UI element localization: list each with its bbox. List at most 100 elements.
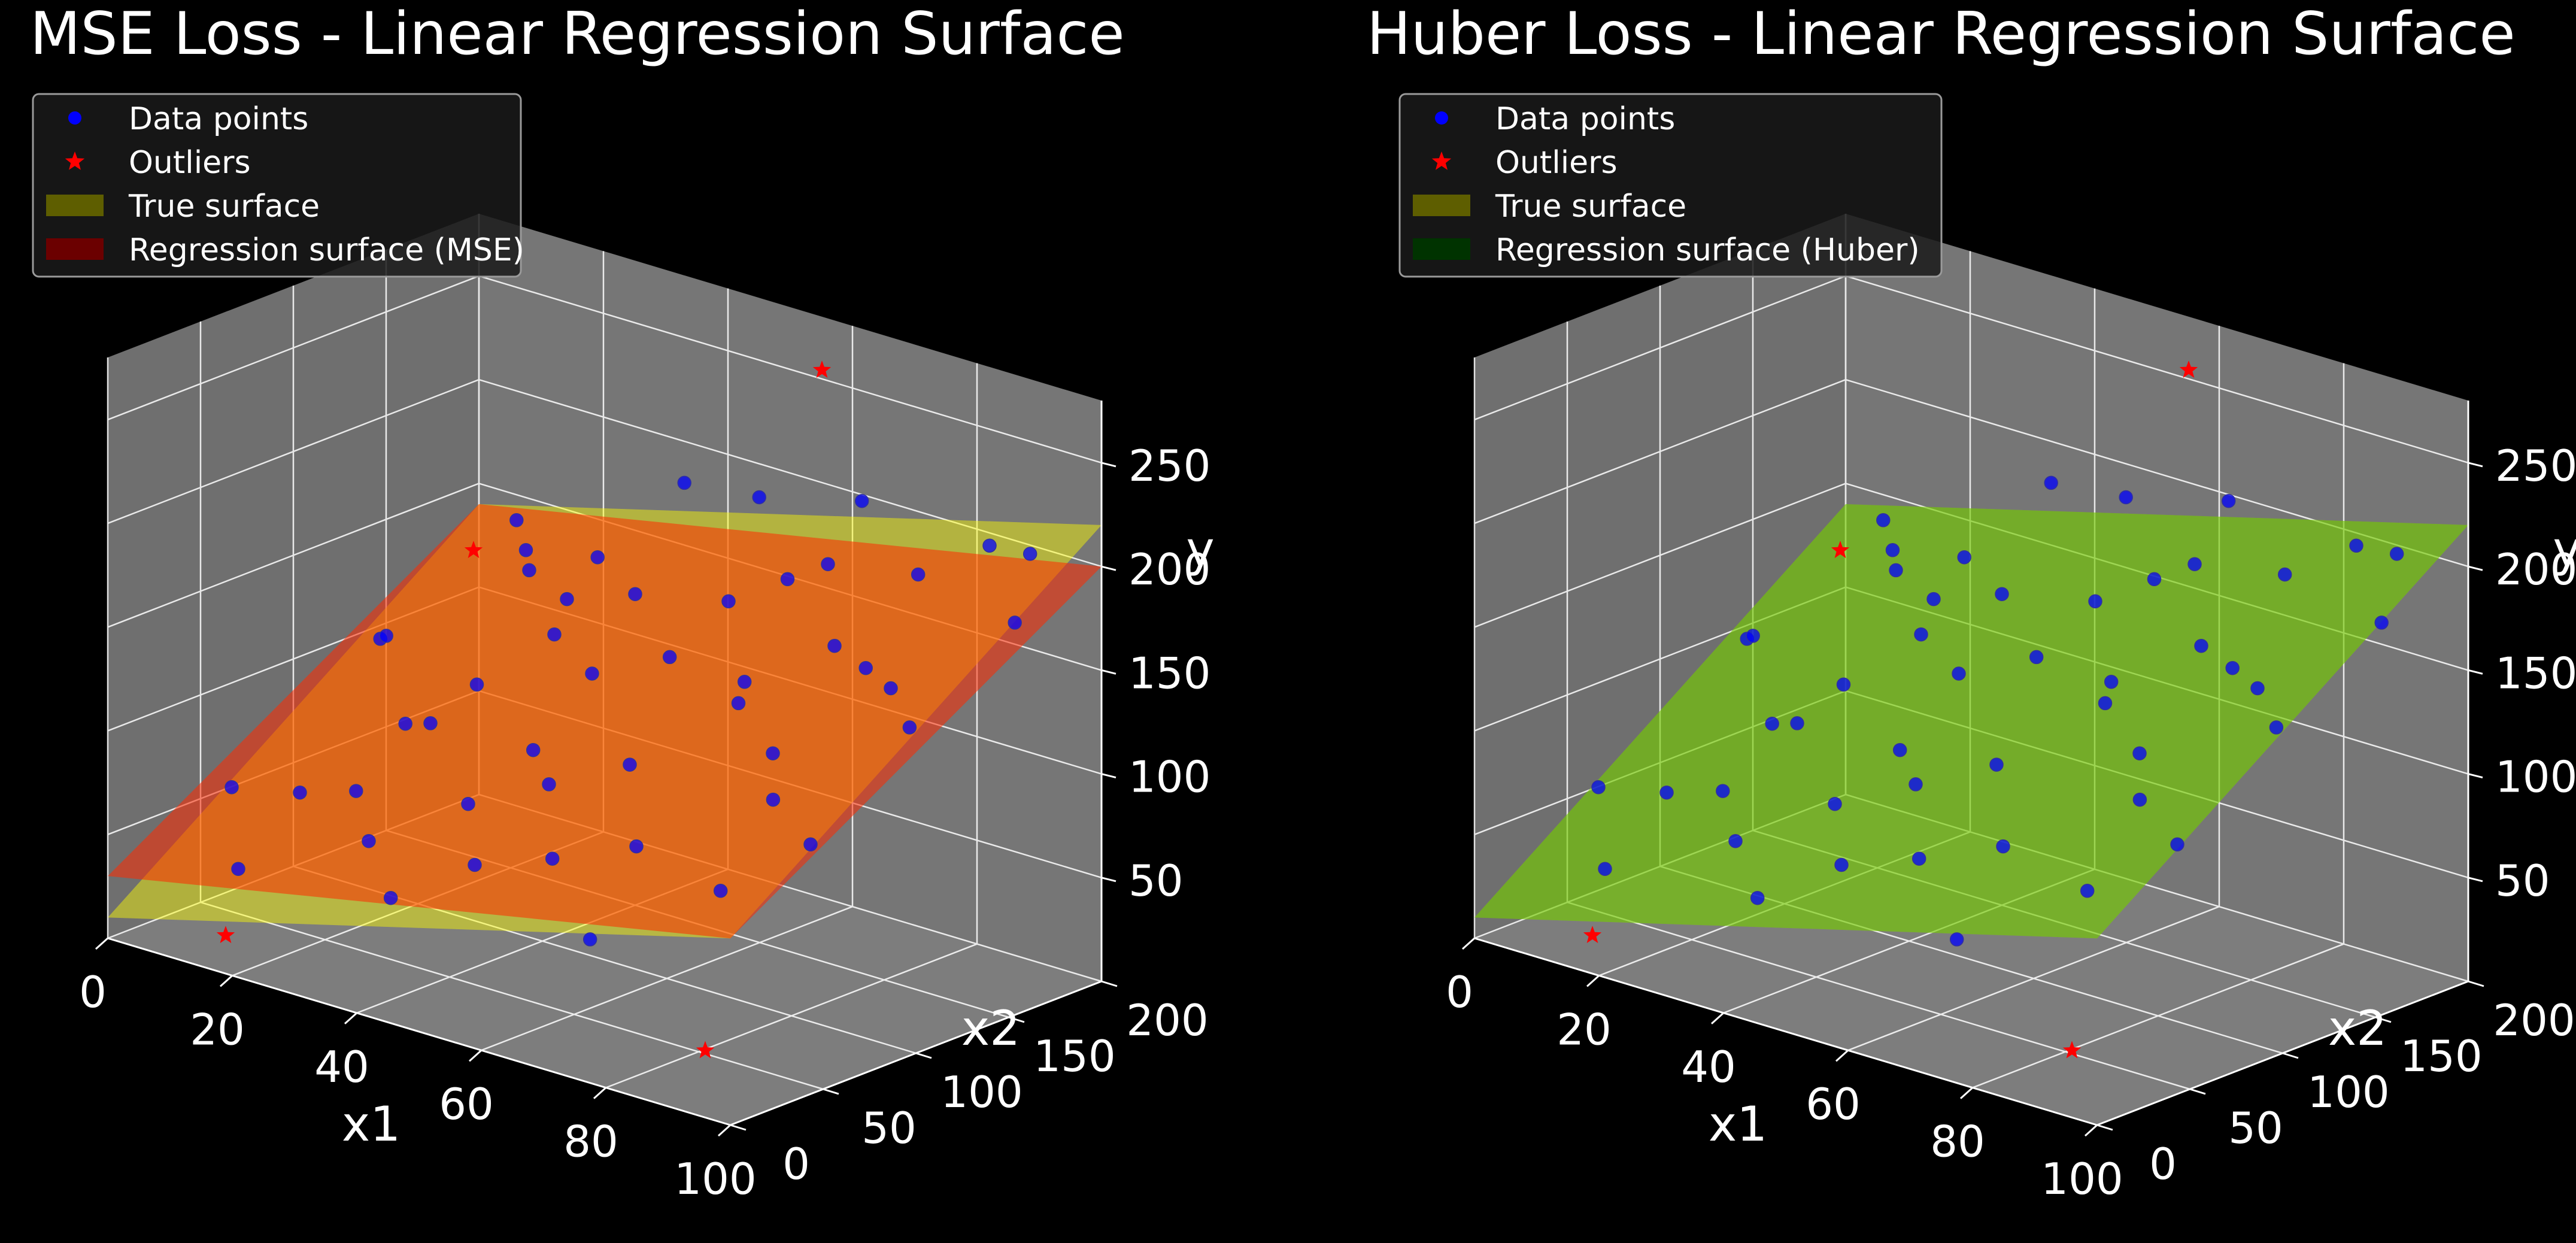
y-tick-label: 50 xyxy=(2495,856,2550,906)
regression-surface xyxy=(108,504,1102,939)
x1-tick xyxy=(95,937,109,950)
x2-tick-label: 200 xyxy=(1126,995,1208,1045)
y-tick xyxy=(1101,773,1116,779)
data-point xyxy=(1728,833,1743,848)
data-point xyxy=(423,716,438,730)
legend-label: True surface xyxy=(128,189,320,225)
x2-tick-label: 100 xyxy=(2307,1067,2389,1117)
data-point xyxy=(1828,796,1842,811)
axis-labels: x1 x2 y xyxy=(342,522,1215,1152)
outlier-point xyxy=(2062,1041,2082,1059)
outlier-point xyxy=(696,1041,715,1059)
data-points xyxy=(1591,475,2404,947)
outlier-point xyxy=(1831,541,1850,559)
data-point xyxy=(2225,660,2240,675)
x1-tick xyxy=(717,1124,732,1137)
x2-gridline xyxy=(1659,286,2283,1054)
y-tick-label: 200 xyxy=(2495,544,2576,595)
outliers xyxy=(216,360,832,1059)
outlier-point xyxy=(1583,926,1602,944)
data-point xyxy=(2104,675,2119,689)
legend-label: Regression surface (Huber) xyxy=(1495,232,1920,268)
data-point xyxy=(542,777,556,792)
legend-patch-marker xyxy=(46,195,104,216)
y-tick-label: 150 xyxy=(2495,648,2576,698)
data-point xyxy=(585,666,599,681)
x2-tick-label: 150 xyxy=(1033,1031,1115,1081)
x2-axis-label: x2 xyxy=(2328,1001,2387,1056)
y-gridline xyxy=(1474,483,2469,671)
data-point xyxy=(560,592,574,607)
y-axis-label: y xyxy=(1186,522,1214,577)
data-point xyxy=(1909,777,1923,792)
x1-tick xyxy=(219,975,233,987)
x2-tick xyxy=(915,1052,932,1059)
data-point xyxy=(1008,616,1022,630)
data-point xyxy=(2187,557,2202,571)
data-point xyxy=(1834,857,1849,872)
legend: Data points Outliers True surface Regressio… xyxy=(1398,93,1943,278)
legend-label: Outliers xyxy=(129,145,251,181)
x2-tick xyxy=(2375,1016,2392,1023)
data-point xyxy=(1885,543,1900,557)
data-point xyxy=(2044,475,2058,490)
y-gridline xyxy=(107,378,1102,568)
axis-labels: x1 x2 y xyxy=(1709,522,2576,1152)
x1-axis-line xyxy=(107,937,731,1126)
data-point xyxy=(2389,547,2404,561)
y-gridline xyxy=(1474,378,2469,568)
y-axis-label: y xyxy=(2553,522,2576,577)
data-point xyxy=(1889,563,1903,578)
data-point xyxy=(2170,837,2184,852)
x2-tick xyxy=(2189,1088,2206,1095)
legend-star-marker xyxy=(1431,151,1452,170)
x1-tick xyxy=(2084,1124,2098,1137)
data-point xyxy=(858,660,873,675)
x1-axis-line xyxy=(1474,937,2098,1126)
outlier-point xyxy=(2179,360,2198,378)
data-point xyxy=(721,594,736,609)
data-point xyxy=(780,572,795,587)
y-tick-label: 250 xyxy=(2495,441,2576,491)
x1-tick-label: 80 xyxy=(1930,1117,1985,1167)
x1-tick xyxy=(593,1087,607,1099)
data-point xyxy=(231,862,245,876)
data-point xyxy=(1659,785,1674,800)
x1-tick-label: 60 xyxy=(439,1079,494,1129)
x1-tick-label: 0 xyxy=(79,967,107,1017)
data-point xyxy=(1750,890,1765,905)
data-point xyxy=(854,493,869,508)
regression-surface xyxy=(1474,504,2468,939)
data-point xyxy=(884,681,898,696)
data-point xyxy=(628,587,642,601)
data-points xyxy=(224,475,1037,947)
x2-tick-label: 200 xyxy=(2493,995,2575,1045)
x1-tick-label: 100 xyxy=(2041,1154,2123,1204)
legend: Data points Outliers True surface Regressio… xyxy=(32,93,524,278)
data-point xyxy=(2119,490,2133,505)
data-point xyxy=(766,746,780,760)
data-point xyxy=(629,839,644,854)
y-tick xyxy=(2468,565,2483,571)
y-tick-label: 100 xyxy=(1128,752,1210,802)
x1-tick xyxy=(1710,1012,1725,1024)
x2-tick-label: 0 xyxy=(782,1139,810,1189)
data-point xyxy=(2221,493,2236,508)
y-tick xyxy=(2468,669,2483,675)
data-point xyxy=(677,475,691,490)
x2-tick-label: 0 xyxy=(2149,1139,2177,1189)
y-tick-label: 150 xyxy=(1128,648,1210,698)
data-point xyxy=(547,627,562,642)
data-point xyxy=(752,490,766,505)
y-tick-label: 100 xyxy=(2495,752,2576,802)
data-point xyxy=(2374,616,2389,630)
data-point xyxy=(2277,567,2292,582)
y-tick xyxy=(1101,669,1116,675)
x2-tick-label: 50 xyxy=(2228,1103,2283,1153)
data-point xyxy=(379,629,393,643)
data-point xyxy=(1949,932,1964,947)
data-point xyxy=(623,757,637,772)
data-point xyxy=(2088,594,2102,609)
